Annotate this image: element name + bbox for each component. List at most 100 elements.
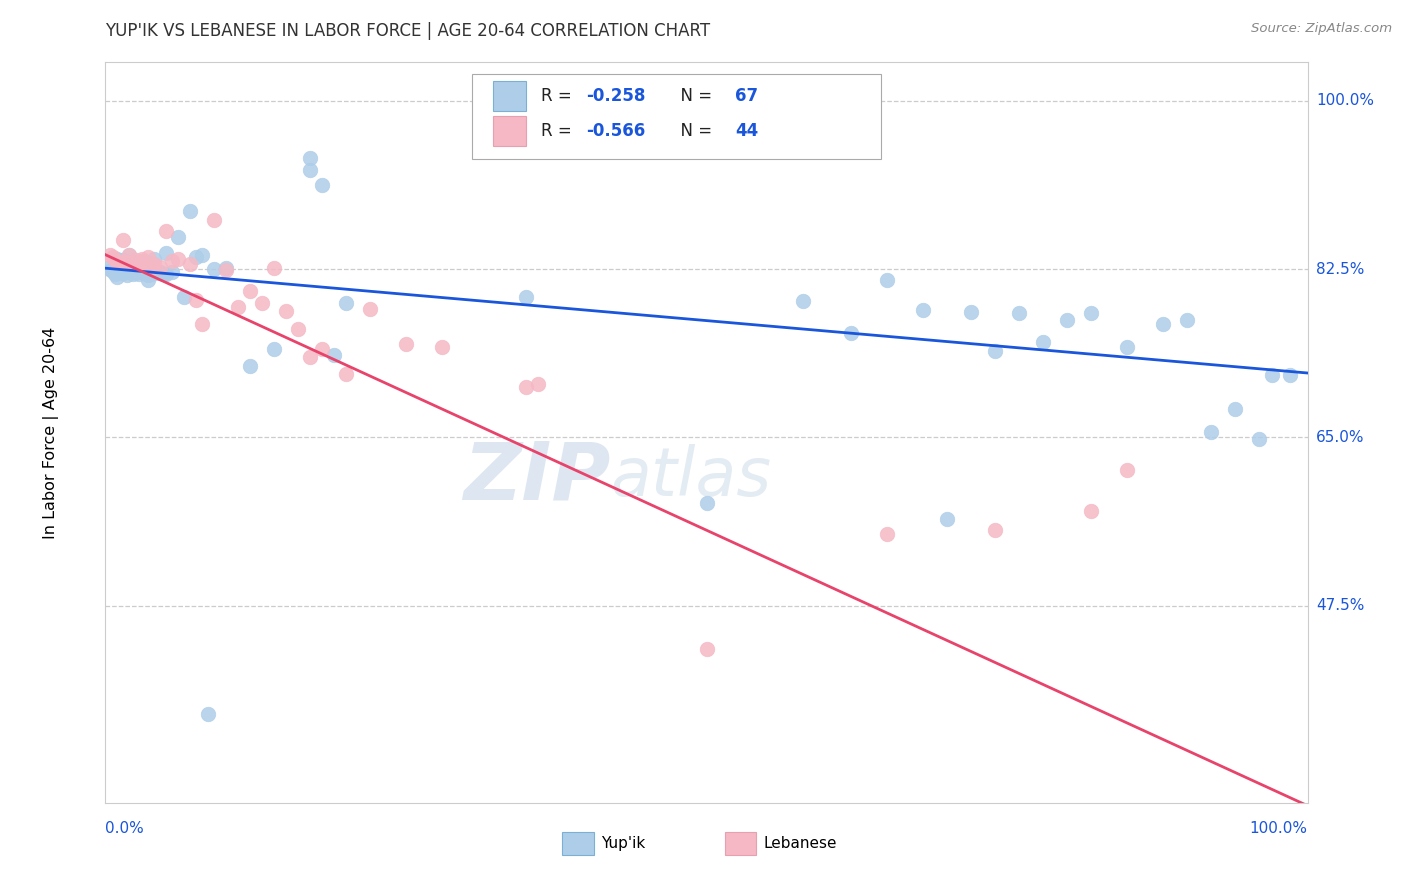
Point — [104, 267, 127, 281]
Point — [112, 252, 135, 267]
Point — [1175, 313, 1198, 327]
Point — [335, 367, 357, 381]
Point — [298, 350, 321, 364]
Point — [118, 248, 141, 262]
Point — [101, 250, 124, 264]
Point — [696, 496, 718, 510]
Text: R =: R = — [541, 122, 576, 140]
Point — [311, 342, 333, 356]
Text: 47.5%: 47.5% — [1316, 599, 1364, 613]
Text: YUP'IK VS LEBANESE IN LABOR FORCE | AGE 20-64 CORRELATION CHART: YUP'IK VS LEBANESE IN LABOR FORCE | AGE … — [105, 22, 710, 40]
Point — [112, 266, 135, 280]
Text: N =: N = — [671, 122, 718, 140]
Point — [103, 265, 125, 279]
Point — [984, 523, 1007, 537]
Text: 67: 67 — [735, 87, 758, 105]
Text: Source: ZipAtlas.com: Source: ZipAtlas.com — [1251, 22, 1392, 36]
Point — [148, 260, 170, 275]
Point — [166, 230, 188, 244]
Point — [984, 343, 1007, 358]
Point — [190, 317, 212, 331]
Text: Lebanese: Lebanese — [763, 836, 837, 851]
Point — [184, 250, 207, 264]
Point — [197, 707, 219, 722]
Point — [202, 262, 225, 277]
Point — [527, 376, 550, 391]
Point — [136, 268, 159, 282]
Point — [136, 250, 159, 264]
Point — [792, 293, 814, 308]
Text: 65.0%: 65.0% — [1316, 430, 1364, 445]
Point — [124, 256, 146, 270]
Point — [960, 305, 983, 319]
Point — [184, 293, 207, 307]
Point — [274, 303, 297, 318]
Point — [335, 295, 357, 310]
Point — [839, 326, 862, 340]
Point — [1116, 463, 1139, 477]
Point — [152, 267, 174, 281]
Point — [121, 261, 143, 276]
Point — [226, 300, 249, 314]
Point — [122, 267, 145, 281]
Point — [124, 265, 146, 279]
Point — [1008, 306, 1031, 320]
Point — [214, 263, 236, 277]
Point — [515, 380, 537, 394]
Point — [287, 322, 309, 336]
Point — [107, 254, 129, 268]
Point — [1080, 504, 1102, 518]
Point — [1278, 368, 1301, 382]
Point — [311, 178, 333, 192]
Point — [1249, 433, 1271, 447]
Point — [936, 512, 959, 526]
Point — [876, 526, 898, 541]
Point — [155, 267, 177, 281]
Text: atlas: atlas — [610, 444, 772, 510]
Point — [298, 151, 321, 165]
Point — [298, 163, 321, 178]
Point — [97, 261, 120, 276]
Point — [98, 248, 121, 262]
Point — [173, 290, 195, 304]
Point — [118, 248, 141, 262]
Text: R =: R = — [541, 87, 576, 105]
Point — [128, 267, 150, 281]
Point — [112, 233, 135, 247]
Point — [160, 254, 183, 268]
Point — [1201, 425, 1223, 439]
Point — [131, 265, 153, 279]
Point — [876, 273, 898, 287]
Point — [139, 261, 162, 276]
Bar — [492, 81, 526, 111]
Point — [1056, 313, 1078, 327]
Text: 100.0%: 100.0% — [1316, 94, 1374, 109]
Point — [160, 265, 183, 279]
Point — [1225, 401, 1247, 416]
Point — [250, 295, 273, 310]
Point — [166, 252, 188, 266]
Point — [145, 266, 167, 280]
Point — [322, 348, 344, 362]
Point — [115, 268, 138, 282]
Point — [115, 255, 138, 269]
Point — [100, 263, 122, 277]
Point — [202, 213, 225, 227]
Point — [108, 265, 131, 279]
Point — [515, 290, 537, 304]
Text: ZIP: ZIP — [463, 438, 610, 516]
Point — [179, 257, 201, 271]
Point — [239, 359, 262, 374]
Point — [239, 285, 262, 299]
Text: -0.258: -0.258 — [586, 87, 645, 105]
Point — [110, 264, 132, 278]
Point — [128, 257, 150, 271]
Point — [131, 253, 153, 268]
Text: -0.566: -0.566 — [586, 122, 645, 140]
Point — [142, 252, 165, 266]
Point — [1260, 368, 1282, 382]
Text: 82.5%: 82.5% — [1316, 261, 1364, 277]
Point — [263, 261, 285, 276]
Point — [155, 224, 177, 238]
Point — [1116, 340, 1139, 354]
